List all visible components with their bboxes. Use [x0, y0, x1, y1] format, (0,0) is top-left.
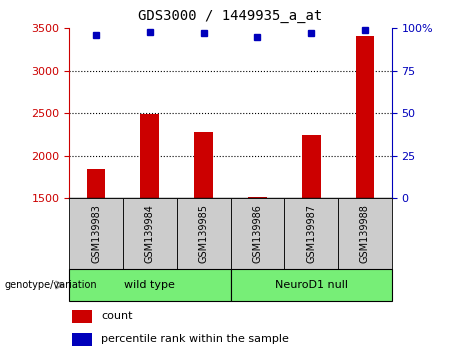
Text: GSM139984: GSM139984: [145, 204, 155, 263]
Text: percentile rank within the sample: percentile rank within the sample: [101, 335, 290, 344]
Bar: [177, 198, 230, 269]
Text: GSM139986: GSM139986: [252, 204, 262, 263]
Bar: [338, 198, 392, 269]
Bar: [69, 269, 230, 301]
Bar: [123, 198, 177, 269]
Text: genotype/variation: genotype/variation: [5, 280, 97, 290]
Text: wild type: wild type: [124, 280, 175, 290]
Text: NeuroD1 null: NeuroD1 null: [275, 280, 348, 290]
Bar: [87, 169, 106, 326]
Bar: [302, 135, 320, 326]
Bar: [72, 333, 92, 346]
Text: count: count: [101, 312, 133, 321]
Bar: [284, 198, 338, 269]
Bar: [248, 196, 267, 326]
Text: GSM139988: GSM139988: [360, 204, 370, 263]
Title: GDS3000 / 1449935_a_at: GDS3000 / 1449935_a_at: [138, 9, 323, 23]
Bar: [230, 198, 284, 269]
Text: GSM139983: GSM139983: [91, 204, 101, 263]
Bar: [69, 198, 123, 269]
Bar: [194, 132, 213, 326]
Bar: [72, 310, 92, 323]
Bar: [355, 36, 374, 326]
Bar: [141, 114, 159, 326]
Text: GSM139987: GSM139987: [306, 204, 316, 263]
Text: GSM139985: GSM139985: [199, 204, 209, 263]
Bar: [230, 269, 392, 301]
